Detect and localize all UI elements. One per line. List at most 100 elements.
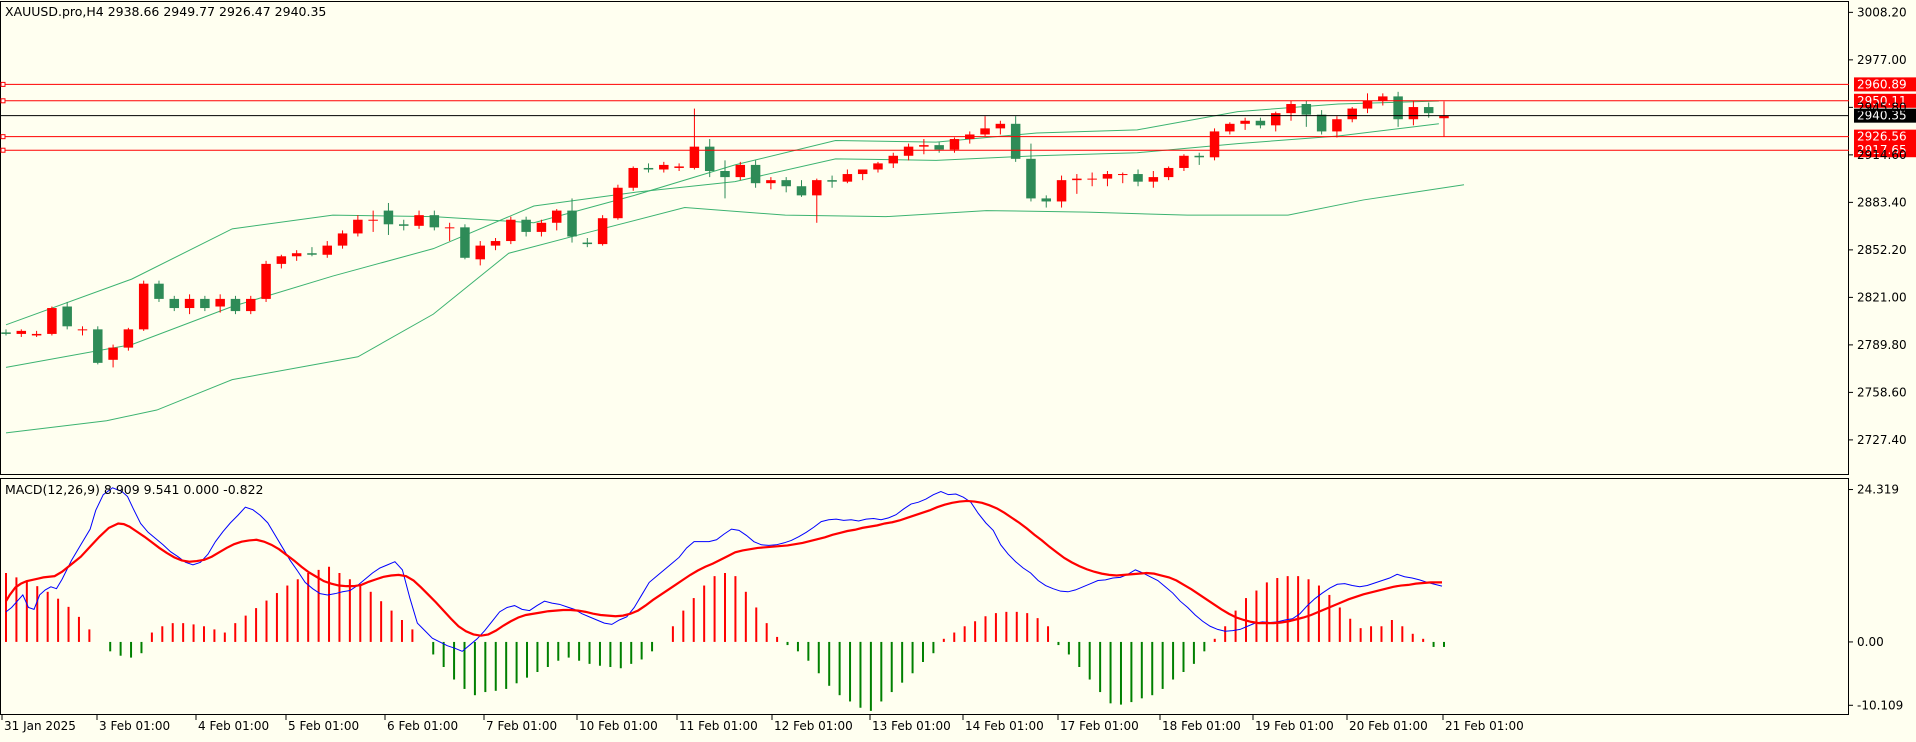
candle-body [827,180,837,182]
candle-body [766,180,776,184]
candle [812,178,822,223]
macd-axis[interactable]: 24.319 0.00 -10.109 [1849,483,1903,713]
candle [1347,107,1357,123]
candle [399,219,409,231]
candle-body [903,146,914,156]
candle-body [1439,115,1449,119]
candle [1026,143,1036,202]
candle-body [873,163,883,170]
level-price-tag [1854,77,1916,92]
price-tick-label: 2727.40 [1857,433,1907,447]
candle [521,216,531,237]
candle-body [1286,104,1296,114]
price-tick-label: 2758.60 [1857,385,1907,399]
candle [1209,128,1220,161]
candle-body [1270,113,1281,126]
candle [888,152,899,168]
candle [1041,195,1051,208]
time-tick-label: 12 Feb 01:00 [774,719,853,733]
candle [613,184,623,220]
candle-body [1133,174,1143,182]
candle [490,238,501,251]
time-tick-label: 19 Feb 01:00 [1255,719,1334,733]
level-price-tag [1854,93,1916,108]
candle [368,210,378,232]
macd-lines [5,487,1443,652]
candle [1010,116,1021,162]
candle [414,210,424,229]
candle-body [1194,155,1204,158]
candle-body [628,167,638,188]
candle-body [490,241,501,246]
price-tick-label: 3008.20 [1857,5,1907,19]
candle-body [1102,174,1113,179]
candle-body [276,256,287,264]
candle-body [812,180,822,196]
candle-body [184,298,195,309]
candle-body [460,227,470,258]
candle-body [659,164,669,170]
candle-body [919,145,929,147]
candle [1163,166,1174,181]
candle [200,295,210,312]
candle-body [735,164,746,178]
price-axis[interactable]: 3008.20 2977.00 2945.80 2914.60 2883.40 2852.… [1849,5,1907,447]
time-tick-label: 18 Feb 01:00 [1162,719,1241,733]
candle [460,224,470,260]
candle-body [246,298,256,312]
candle-body [857,169,868,175]
candle-body [383,210,394,225]
candle [31,330,42,337]
macd-title: MACD(12,26,9) 8.909 9.541 0.000 -0.822 [5,482,263,497]
candle-body [1056,180,1067,202]
candle-body [414,215,424,226]
candle [1408,100,1419,126]
time-axis[interactable]: 31 Jan 2025 3 Feb 01:00 4 Feb 01:00 5 Feb 0… [1,714,1524,733]
price-tick-label: 2852.20 [1857,243,1907,257]
candle-body [995,123,1006,129]
candle [919,139,929,155]
candle-body [1240,120,1250,124]
candle [169,295,180,312]
time-tick-label: 5 Feb 01:00 [288,719,359,733]
candle [77,326,88,336]
level-handle [0,81,6,87]
level-price-tag [1854,108,1916,123]
candle-body [536,222,547,232]
candle [337,230,348,249]
candle [766,177,776,190]
candle-body [842,174,853,182]
candle-body [62,306,72,327]
candle-body [796,186,807,196]
candle-body [1347,108,1357,120]
candle-body [261,263,271,299]
candle [582,238,593,248]
candle-body [47,308,57,334]
candle [123,327,134,351]
candle-body [307,253,317,255]
candle-body [613,187,623,219]
candle-body [674,166,684,168]
candle [47,306,57,336]
candle-body [643,167,654,170]
candle [1378,93,1388,106]
candle [1179,154,1189,172]
candle-body [1301,104,1312,115]
candle [1072,174,1082,194]
candle [674,163,684,172]
candle-body [169,298,180,309]
candle-body [1209,131,1220,158]
candle [1,329,11,336]
level-price-label: 2926.56 [1857,130,1907,144]
macd-histogram [5,566,1445,711]
level-price-label: 2917.65 [1857,143,1907,157]
candle [1102,171,1113,187]
candle [1393,91,1403,127]
candle-body [521,219,531,232]
candle-body [154,283,164,299]
price-tick-label: 2945.80 [1857,100,1907,114]
macd-main-line [5,487,1443,652]
